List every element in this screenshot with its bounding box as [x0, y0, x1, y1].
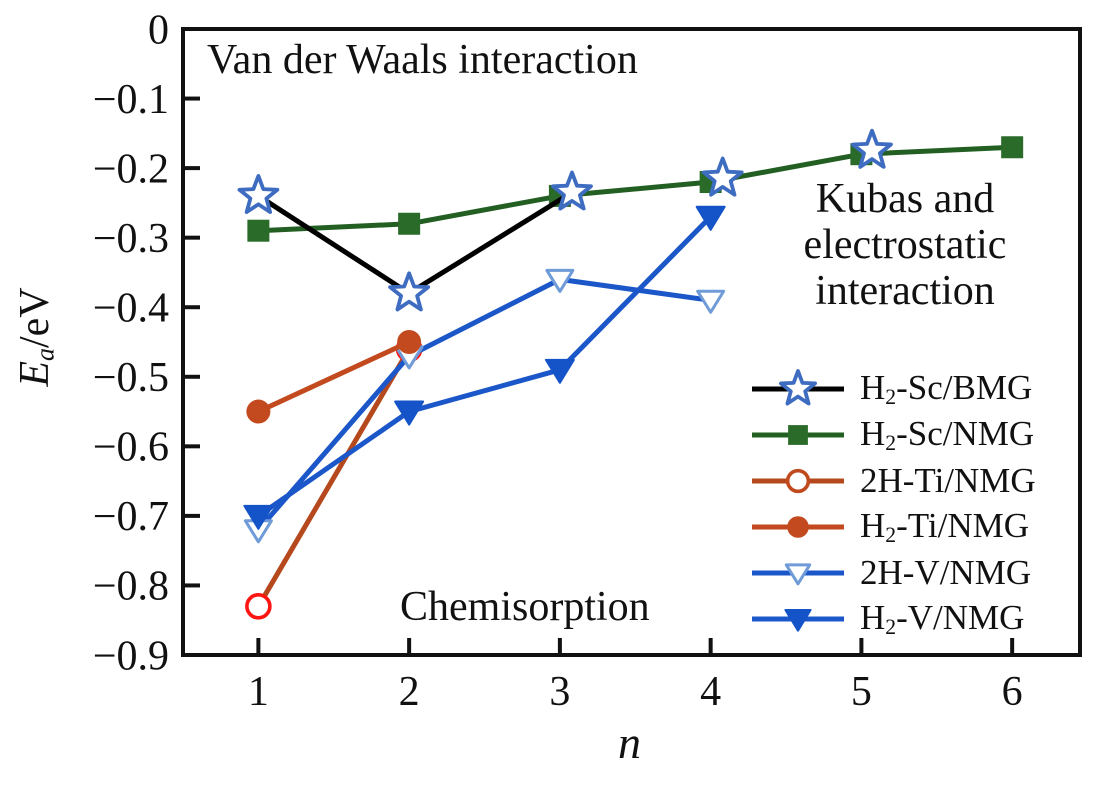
legend-item-2h-v-nmg: 2H-V/NMG — [746, 550, 1036, 596]
y-tick-label: −0.2 — [93, 146, 169, 192]
data-point-square — [398, 212, 421, 235]
legend-key-h2-sc-nmg — [752, 425, 844, 445]
y-tick-label: −0.6 — [93, 425, 169, 471]
x-tick-label: 4 — [700, 669, 721, 715]
annotation-chemisorption: Chemisorption — [400, 584, 650, 630]
data-point-circle — [246, 399, 271, 424]
legend-key-2h-ti-nmg — [752, 468, 844, 494]
legend-label: H2-Sc/BMG — [860, 368, 1033, 409]
legend-item-h2-sc-nmg: H2-Sc/NMG — [746, 412, 1036, 458]
data-point-triangle — [394, 400, 425, 426]
data-point-circle-open — [245, 593, 272, 620]
data-point-square — [788, 425, 808, 445]
y-axis-title-unit: /eV — [12, 287, 58, 348]
legend-item-h2-ti-nmg: H2-Ti/NMG — [746, 504, 1036, 550]
h2-sc-nmg-line — [255, 144, 1015, 234]
legend-item-h2-sc-bmg: H2-Sc/BMG — [746, 366, 1036, 412]
y-tick-label: −0.4 — [93, 286, 169, 332]
legend-label: H2-V/NMG — [860, 598, 1025, 639]
data-point-star — [388, 271, 431, 312]
data-point-star — [701, 156, 744, 197]
data-point-square — [247, 219, 270, 242]
legend-label: 2H-Ti/NMG — [860, 461, 1036, 500]
y-axis-title-symbol: E — [12, 361, 58, 387]
y-tick-label: −0.3 — [93, 216, 169, 262]
series-h2-sc-bmg — [237, 128, 893, 312]
data-point-star — [851, 128, 893, 169]
legend-label: 2H-V/NMG — [860, 553, 1032, 592]
data-point-triangle-open — [784, 563, 812, 586]
legend-label: H2-Sc/NMG — [860, 414, 1035, 455]
h2-ti-nmg-line — [255, 339, 412, 415]
legend: H2-Sc/BMG H2-Sc/NMG 2H-Ti/NMG H2-Ti/NMG 2H-V… — [746, 366, 1036, 642]
x-axis-title: n — [618, 717, 641, 768]
data-point-triangle — [544, 358, 575, 384]
annotation-van-der-waals: Van der Waals interaction — [207, 37, 638, 83]
data-point-star — [551, 170, 593, 211]
x-tick-label: 2 — [399, 669, 420, 715]
legend-key-h2-v-nmg — [752, 609, 844, 632]
plot-frame — [181, 27, 1082, 657]
y-tick-label: 0 — [148, 7, 169, 53]
y-tick-label: −0.1 — [93, 77, 169, 123]
y-tick-label: −0.8 — [93, 564, 169, 610]
data-point-triangle — [784, 609, 812, 632]
data-point-triangle-open — [696, 289, 726, 314]
legend-label: H2-Ti/NMG — [860, 506, 1030, 547]
data-point-circle-open — [785, 468, 811, 494]
y-tick-label: −0.9 — [93, 633, 169, 679]
h2-v-nmg-line — [255, 214, 714, 519]
data-point-square — [1001, 136, 1024, 159]
x-tick-label: 6 — [1002, 669, 1023, 715]
y-axis-title: Ea/eV — [11, 232, 60, 442]
x-tick-label: 5 — [851, 669, 872, 715]
data-point-star — [237, 174, 280, 214]
y-tick-label: −0.5 — [93, 355, 169, 401]
y-axis-title-subscript: a — [30, 348, 60, 362]
legend-item-2h-ti-nmg: 2H-Ti/NMG — [746, 458, 1036, 504]
data-point-circle — [397, 330, 422, 354]
x-tick-label: 3 — [549, 669, 570, 715]
legend-key-h2-ti-nmg — [752, 516, 844, 538]
data-point-circle — [787, 516, 809, 538]
data-point-triangle — [243, 504, 274, 530]
2h-ti-nmg-line — [255, 346, 412, 609]
series-h2-v-nmg — [243, 205, 726, 530]
data-point-triangle-open — [545, 268, 575, 293]
legend-key-2h-v-nmg — [752, 563, 844, 586]
h2-sc-bmg-line — [255, 190, 575, 296]
axis-ticks: 0 −0.1 −0.2 −0.3 −0.4 −0.5 −0.6 −0.7 −0.8 −0.9 1 2 3… — [93, 7, 1023, 715]
data-point-star — [779, 369, 817, 406]
annotation-kubas-electrostatic: Kubas and electrostatic interaction — [803, 176, 1007, 314]
series-2h-v-nmg — [243, 268, 726, 544]
legend-key-h2-sc-bmg — [752, 369, 844, 406]
y-tick-label: −0.7 — [93, 494, 169, 540]
data-point-triangle — [695, 205, 726, 231]
series-h2-ti-nmg — [246, 330, 422, 424]
x-tick-label: 1 — [248, 669, 269, 715]
legend-item-h2-v-nmg: H2-V/NMG — [746, 596, 1036, 642]
